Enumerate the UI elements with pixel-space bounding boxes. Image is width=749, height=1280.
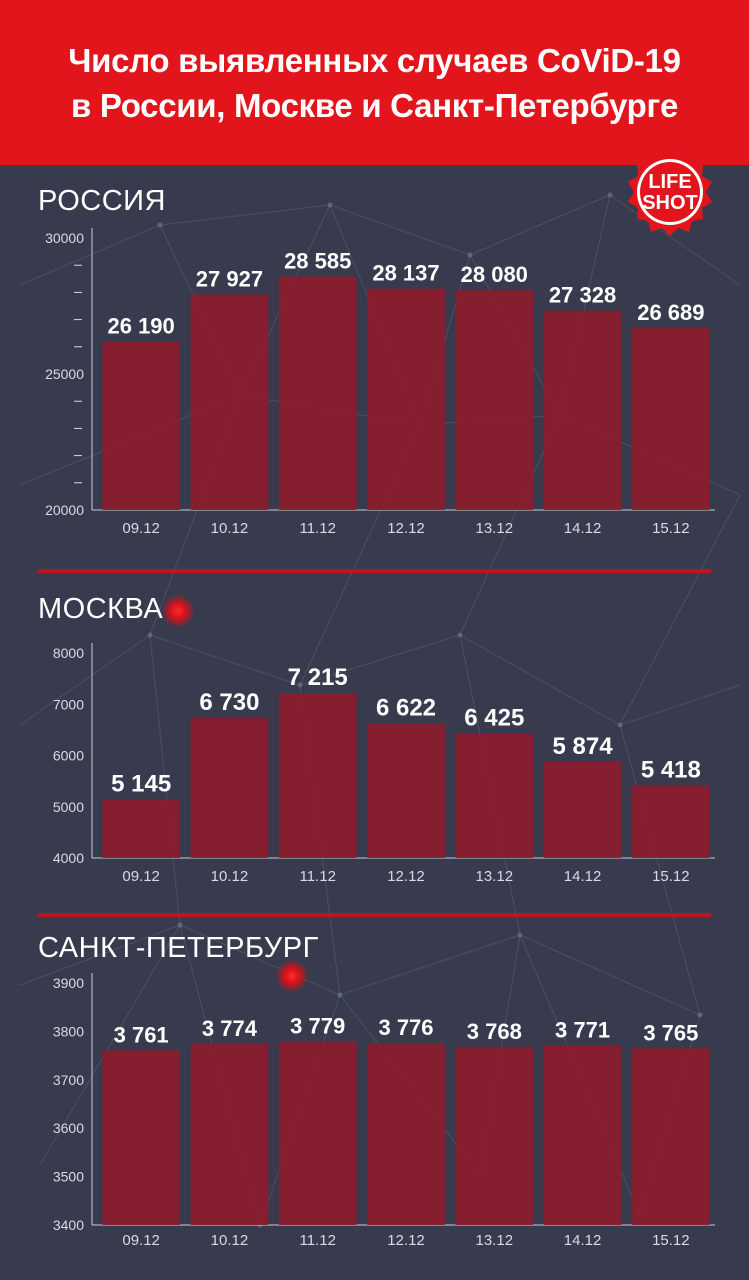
bar-value-label: 28 137 [372, 261, 439, 286]
bar-moscow-13.12 [455, 733, 534, 858]
x-tick-label: 09.12 [122, 1232, 160, 1249]
x-tick-label: 13.12 [476, 868, 514, 885]
divider-1 [38, 569, 711, 573]
bar-value-label: 3 765 [643, 1020, 698, 1045]
divider-2 [38, 913, 711, 917]
chart-spb: 3400 3500 3600 3700 3800 3900 3 761 09.12 3 774 1… [53, 973, 715, 1249]
bar-russia-11.12 [278, 276, 357, 510]
bar-spb-15.12 [632, 1048, 710, 1225]
y-tick-label: 30000 [45, 230, 84, 246]
chart-moscow: 4000 5000 6000 7000 8000 5 145 09.12 6 730 10.12… [53, 643, 715, 885]
x-tick-label: 14.12 [564, 520, 602, 537]
x-tick-label: 15.12 [652, 520, 690, 537]
bar-spb-13.12 [455, 1046, 534, 1225]
bar-value-label: 5 145 [111, 770, 171, 797]
y-tick-label: 3700 [53, 1072, 84, 1088]
x-tick-label: 11.12 [299, 868, 335, 885]
y-tick-label: 3800 [53, 1023, 84, 1039]
x-tick-label: 11.12 [299, 520, 335, 537]
y-tick-label: 5000 [53, 799, 84, 815]
bar-value-label: 5 418 [641, 756, 701, 783]
x-tick-label: 12.12 [387, 520, 425, 537]
y-tick-label: 3400 [53, 1217, 84, 1233]
bar-spb-12.12 [367, 1043, 445, 1225]
header-title-line2: в России, Москве и Санкт-Петербурге [70, 86, 678, 124]
x-tick-label: 10.12 [211, 520, 249, 537]
x-tick-label: 10.12 [211, 868, 249, 885]
bar-value-label: 28 080 [461, 262, 528, 287]
bar-value-label: 3 776 [378, 1015, 433, 1040]
y-tick-label: 8000 [53, 645, 84, 661]
bar-value-label: 6 425 [464, 705, 524, 732]
x-tick-label: 09.12 [122, 868, 160, 885]
chart-russia: 20000 25000 30000 26 190 09.12 27 927 10.12 28 … [45, 228, 715, 537]
x-tick-label: 09.12 [122, 520, 160, 537]
y-tick-label: 20000 [45, 502, 84, 518]
x-tick-label: 13.12 [476, 1232, 514, 1249]
lifeshot-logo: LIFE SHOT [628, 148, 712, 236]
bar-moscow-14.12 [543, 761, 622, 858]
bar-value-label: 27 328 [549, 283, 616, 308]
x-tick-label: 14.12 [564, 868, 602, 885]
section-title-spb: САНКТ-ПЕТЕРБУРГ [38, 932, 319, 964]
bar-spb-14.12 [543, 1045, 622, 1225]
bar-value-label: 7 215 [288, 664, 348, 691]
bar-value-label: 6 622 [376, 695, 436, 722]
section-title-moscow: МОСКВА [38, 593, 164, 625]
header-banner: Число выявленных случаев CoViD-19 в Росс… [0, 0, 749, 165]
x-tick-label: 15.12 [652, 868, 690, 885]
x-tick-label: 10.12 [211, 1232, 249, 1249]
bar-value-label: 3 771 [555, 1017, 610, 1042]
bar-value-label: 28 585 [284, 248, 351, 273]
bar-russia-15.12 [632, 328, 710, 510]
bar-value-label: 5 874 [553, 733, 614, 760]
bar-moscow-10.12 [190, 718, 269, 858]
spb-location-marker [276, 960, 308, 992]
bar-russia-09.12 [102, 341, 180, 510]
bar-moscow-12.12 [367, 723, 445, 858]
bar-value-label: 26 689 [637, 300, 704, 325]
bar-russia-13.12 [455, 290, 534, 510]
logo-text-line2: SHOT [642, 192, 698, 214]
moscow-location-marker [162, 595, 194, 627]
x-tick-label: 15.12 [652, 1232, 690, 1249]
bar-russia-12.12 [367, 288, 445, 510]
x-tick-label: 13.12 [476, 520, 514, 537]
bar-moscow-15.12 [632, 785, 710, 858]
bar-spb-11.12 [278, 1041, 357, 1225]
y-tick-label: 4000 [53, 850, 84, 866]
header-title-line1: Число выявленных случаев CoViD-19 [68, 41, 681, 79]
x-tick-label: 14.12 [564, 1232, 602, 1249]
bar-russia-10.12 [190, 294, 269, 510]
bar-spb-10.12 [190, 1043, 269, 1225]
y-tick-label: 7000 [53, 696, 84, 712]
x-tick-label: 11.12 [299, 1232, 335, 1249]
logo-text-line1: LIFE [648, 171, 691, 193]
bar-value-label: 27 927 [196, 266, 263, 291]
y-tick-label: 3600 [53, 1120, 84, 1136]
y-tick-label: 3500 [53, 1169, 84, 1185]
bar-value-label: 3 761 [114, 1022, 169, 1047]
x-tick-label: 12.12 [387, 868, 425, 885]
bar-value-label: 3 779 [290, 1014, 345, 1039]
bar-value-label: 26 190 [107, 314, 174, 339]
bar-spb-09.12 [102, 1050, 180, 1225]
section-title-russia: РОССИЯ [38, 185, 166, 217]
bar-value-label: 6 730 [199, 689, 259, 716]
y-tick-label: 25000 [45, 366, 84, 382]
y-tick-label: 3900 [53, 975, 84, 991]
bar-moscow-11.12 [278, 693, 357, 858]
bar-moscow-09.12 [102, 799, 180, 858]
bar-value-label: 3 768 [467, 1019, 522, 1044]
x-tick-label: 12.12 [387, 1232, 425, 1249]
bar-value-label: 3 774 [202, 1016, 258, 1041]
bar-russia-14.12 [543, 310, 622, 510]
y-tick-label: 6000 [53, 748, 84, 764]
